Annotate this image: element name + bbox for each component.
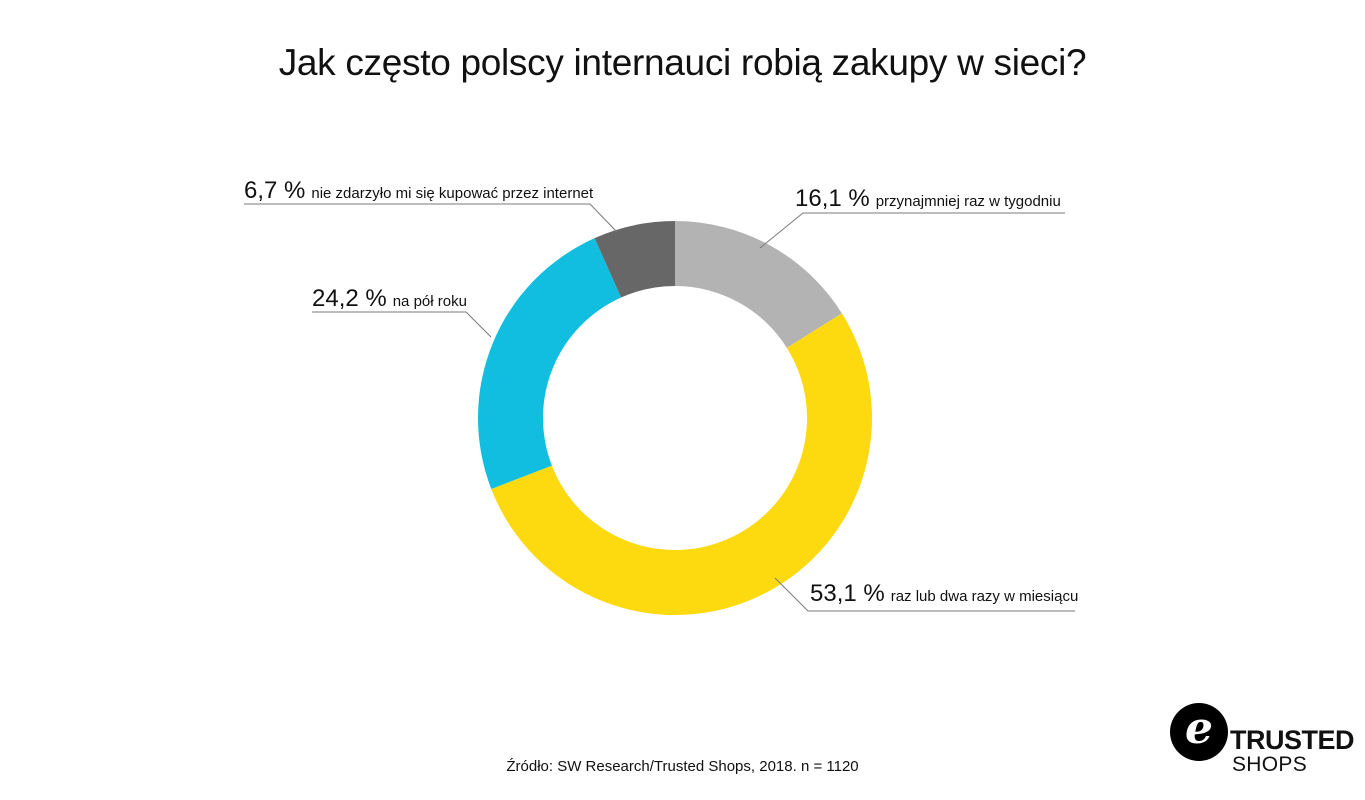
- slice-value-label: 6,7 %: [244, 177, 305, 204]
- slice-label-4: 6,7 % nie zdarzyło mi się kupować przez i…: [244, 177, 594, 204]
- chart-title: Jak często polscy internauci robią zakup…: [278, 42, 1087, 83]
- slice-category-label: na pół roku: [393, 293, 467, 310]
- donut-slice-1: [675, 221, 842, 348]
- trusted-shops-e-icon: e: [1170, 703, 1228, 761]
- slice-label-3: 24,2 % na pół roku: [312, 285, 467, 312]
- donut-slice-3: [478, 238, 622, 490]
- leader-line-2: [774, 577, 1075, 612]
- slice-label-2: 53,1 % raz lub dwa razy w miesiącu: [810, 580, 1078, 607]
- leader-line-3: [312, 311, 492, 338]
- logo-text-shops: SHOPS: [1232, 753, 1308, 776]
- logo-text-trusted: TRUSTED: [1230, 725, 1355, 755]
- slice-category-label: nie zdarzyło mi się kupować przez intern…: [311, 185, 594, 202]
- slice-label-1: 16,1 % przynajmniej raz w tygodniu: [795, 185, 1061, 212]
- slice-value-label: 53,1 %: [810, 580, 885, 607]
- donut-slice-4: [594, 221, 675, 298]
- leader-line-1: [759, 212, 1065, 249]
- trusted-shops-logo: e TRUSTED SHOPS: [1170, 703, 1355, 778]
- slice-value-label: 24,2 %: [312, 285, 387, 312]
- leader-line-4: [244, 203, 618, 233]
- slice-category-label: przynajmniej raz w tygodniu: [876, 193, 1061, 210]
- donut-slice-2: [491, 313, 873, 616]
- source-note: Źródło: SW Research/Trusted Shops, 2018.…: [506, 758, 859, 775]
- slice-value-label: 16,1 %: [795, 185, 870, 212]
- slice-category-label: raz lub dwa razy w miesiącu: [891, 588, 1079, 605]
